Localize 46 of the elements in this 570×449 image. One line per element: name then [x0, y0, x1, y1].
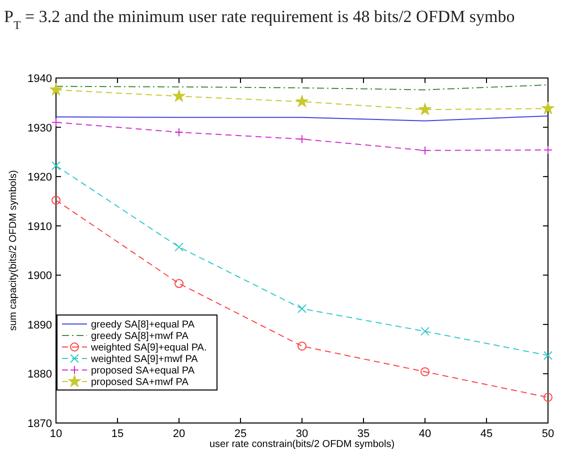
point	[298, 134, 306, 144]
x-tick-label: 40	[418, 428, 432, 440]
y-tick-label: 1880	[28, 368, 52, 381]
legend-label: greedy SA[8]+mwf PA	[91, 331, 189, 342]
x-tick-label: 25	[234, 428, 247, 440]
point	[172, 89, 186, 102]
point	[174, 242, 184, 252]
x-tick-label: 35	[357, 428, 370, 440]
y-tick-label: 1900	[28, 270, 52, 282]
x-tick-label: 15	[111, 428, 124, 440]
legend-label: greedy SA[8]+equal PA	[91, 320, 195, 330]
point	[174, 279, 184, 288]
point	[298, 342, 306, 351]
point	[420, 146, 430, 155]
y-tick-label: 1910	[28, 220, 52, 233]
legend-label: weighted SA[9]+mwf PA	[90, 354, 198, 365]
point	[544, 350, 552, 360]
y-tick-label: 1870	[28, 418, 52, 430]
point	[52, 161, 60, 170]
x-axis-title: user rate constrain(bits/2 OFDM symbols)	[209, 439, 395, 449]
point	[174, 128, 184, 137]
text: P$_{T}$ = 3.2 and the minimum user rate requirement is 48 bits/2 OFDM symbo	[4, 7, 515, 32]
point	[298, 304, 306, 314]
point	[420, 367, 430, 376]
y-tick-label: 1920	[28, 172, 52, 184]
point	[52, 196, 60, 205]
point	[52, 118, 60, 127]
x-tick-label: 20	[172, 428, 186, 440]
y-tick-label: 1940	[28, 73, 52, 85]
point	[49, 82, 63, 96]
x-tick-label: 30	[296, 428, 308, 440]
y-tick-label: 1890	[28, 319, 52, 332]
point	[418, 102, 432, 116]
point	[295, 94, 309, 108]
point	[420, 326, 430, 336]
point	[541, 102, 555, 114]
x-tick-label: 45	[480, 428, 493, 440]
y-tick-label: 1930	[28, 122, 52, 134]
point	[544, 392, 552, 402]
point	[544, 145, 552, 154]
x-tick-label: 50	[542, 428, 554, 440]
x-tick-label: 10	[50, 428, 62, 440]
legend-label: weighted SA[9]+equal PA.	[90, 342, 207, 354]
legend-label: proposed SA+mwf PA	[91, 377, 189, 388]
y-axis-title: sum capacity(bits/2 OFDM symbols)	[8, 170, 19, 331]
legend-label: proposed SA+equal PA	[91, 366, 195, 376]
